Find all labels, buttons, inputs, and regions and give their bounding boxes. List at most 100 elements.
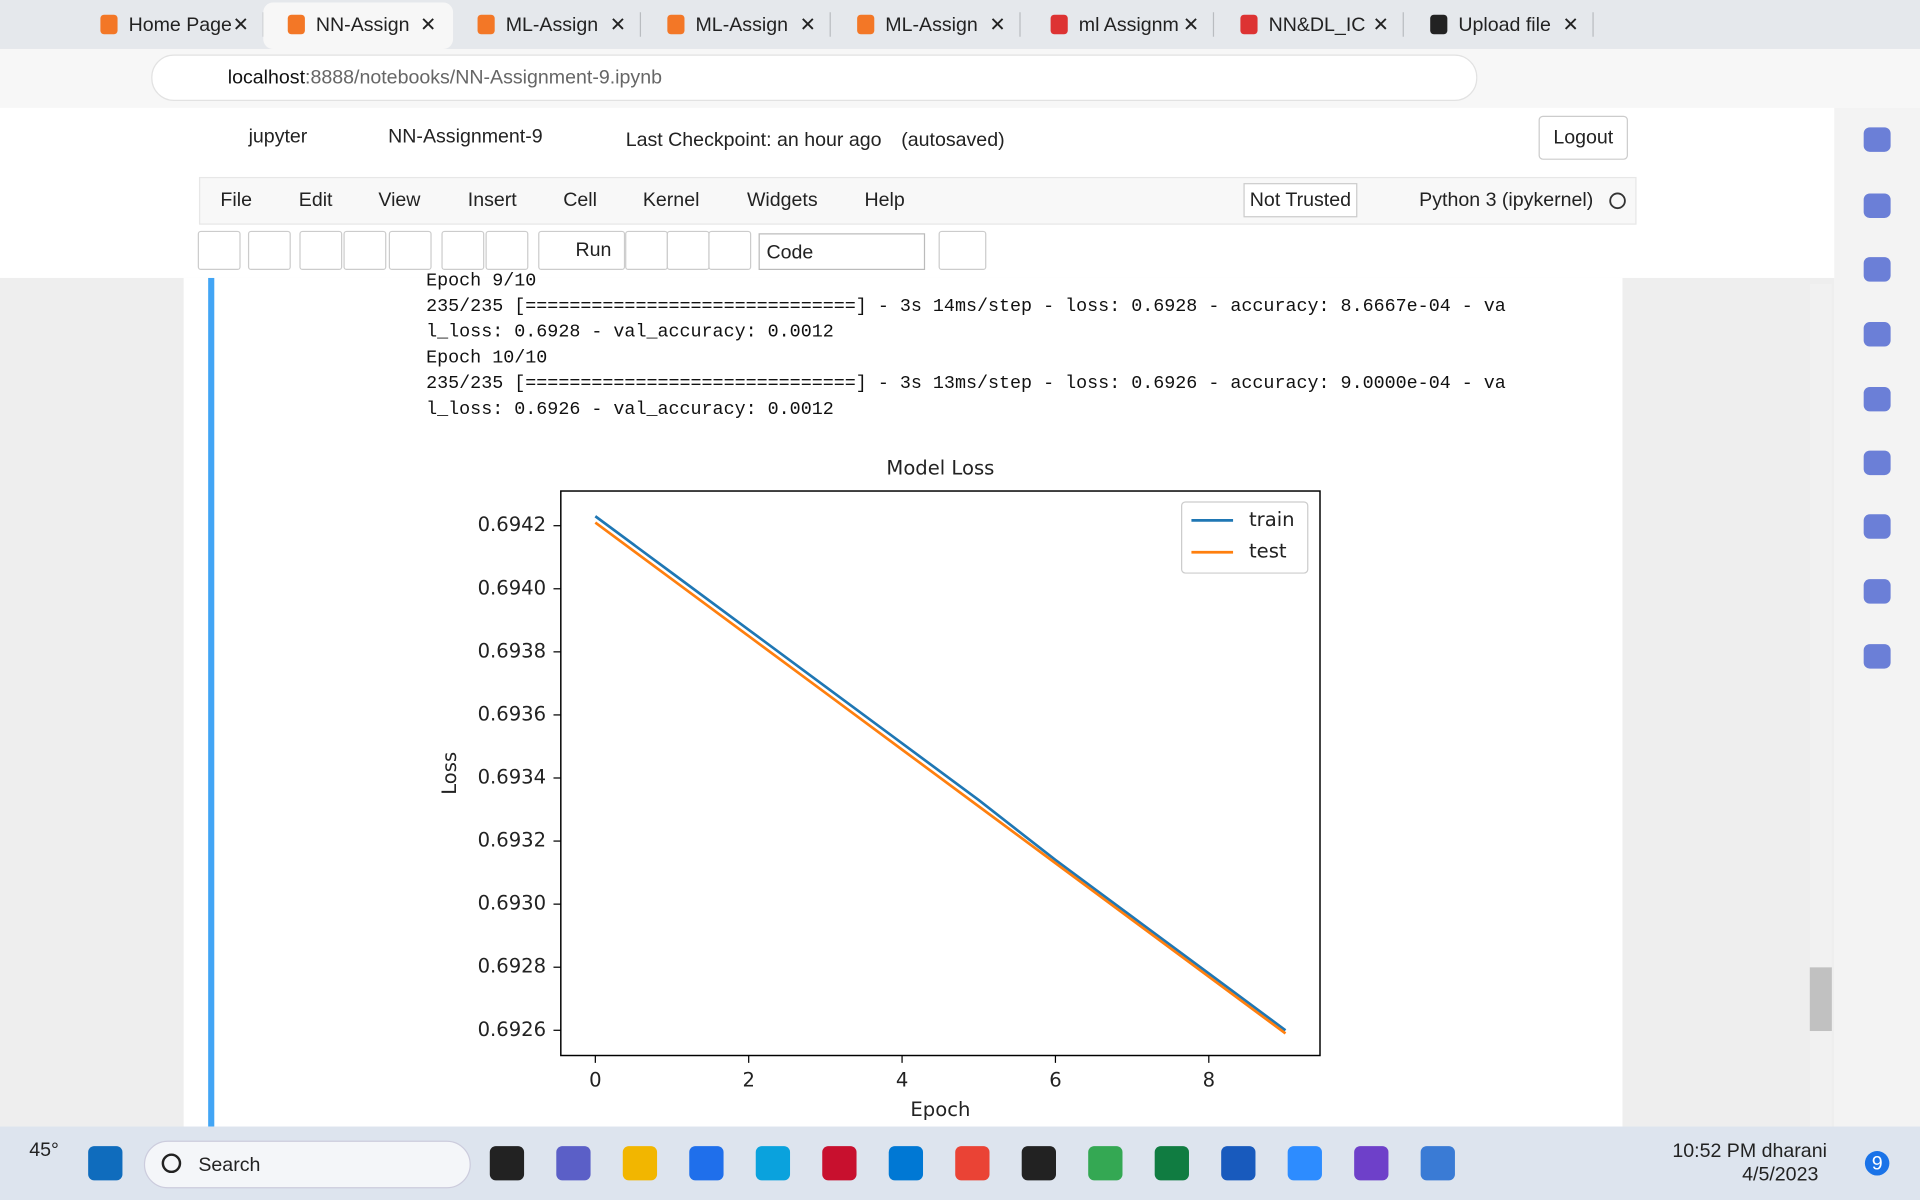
tab-title[interactable]: Upload file [1458, 14, 1551, 36]
taskbar-app[interactable] [755, 1146, 791, 1181]
run-label[interactable]: Run [576, 239, 612, 261]
tab-title[interactable]: NN&DL_IC [1269, 14, 1366, 36]
time: 10:52 PM [1672, 1140, 1756, 1162]
scroll-thumb[interactable] [1809, 967, 1832, 1032]
toolbar-button[interactable] [666, 230, 710, 270]
toolbar-button[interactable] [441, 230, 485, 270]
taskbar-app[interactable] [1354, 1146, 1389, 1181]
tab-title[interactable]: ml Assignm [1079, 14, 1179, 36]
tab-icon [287, 14, 305, 35]
x-tick-label: 4 [896, 1069, 908, 1092]
output-line: Epoch 9/10 [426, 270, 536, 291]
x-tick-label: 8 [1203, 1069, 1215, 1092]
toolbar-button[interactable] [708, 230, 752, 270]
url-path: :8888/notebooks/NN-Assignment-9.ipynb [305, 67, 662, 89]
x-tick-label: 0 [589, 1069, 601, 1092]
autosave: (autosaved) [901, 129, 1004, 151]
trusted-badge[interactable] [1243, 183, 1358, 218]
sidebar-icon[interactable] [1863, 322, 1891, 347]
taskbar-app[interactable] [1287, 1146, 1322, 1181]
url: localhost:8888/notebooks/NN-Assignment-9… [228, 67, 662, 89]
toolbar-button[interactable] [299, 230, 343, 270]
menu-item[interactable]: File [220, 189, 252, 211]
y-tick-label: 0.6926 [478, 1018, 547, 1041]
tab-icon [1050, 14, 1068, 35]
toolbar-button[interactable] [197, 230, 241, 270]
sidebar-icon[interactable] [1863, 193, 1891, 218]
tab-title[interactable]: ML-Assign [506, 14, 598, 36]
menu-item[interactable]: Widgets [747, 189, 818, 211]
sidebar-icon[interactable] [1863, 579, 1891, 604]
tab-close: ✕ [1562, 14, 1578, 36]
toolbar-button[interactable] [388, 230, 432, 270]
tab-close: ✕ [610, 14, 626, 36]
sidebar-icon[interactable] [1863, 127, 1891, 152]
menu-item[interactable]: View [378, 189, 421, 211]
toolbar-button[interactable] [485, 230, 529, 270]
taskbar-app[interactable] [1088, 1146, 1123, 1181]
menu-item[interactable]: Kernel [643, 189, 700, 211]
url-host: localhost [228, 67, 306, 89]
y-tick-label: 0.6928 [478, 955, 547, 978]
menu-item[interactable]: Help [864, 189, 904, 211]
active-tab [263, 2, 454, 49]
taskbar-app[interactable] [622, 1146, 658, 1181]
tab-title[interactable]: ML-Assign [696, 14, 788, 36]
output-line: l_loss: 0.6926 - val_accuracy: 0.0012 [426, 399, 834, 420]
logout-label: Logout [1553, 127, 1613, 149]
user: dharani [1762, 1140, 1827, 1162]
toolbar-button[interactable] [343, 230, 387, 270]
menu-item[interactable]: Edit [299, 189, 333, 211]
sidebar-icon[interactable] [1863, 514, 1891, 539]
output-line: l_loss: 0.6928 - val_accuracy: 0.0012 [426, 322, 834, 343]
output-line: 235/235 [==============================]… [426, 296, 1506, 317]
taskbar-app[interactable] [1021, 1146, 1056, 1181]
sidebar-icon[interactable] [1863, 257, 1891, 282]
clock: 10:52 PM dharani [1672, 1140, 1827, 1162]
toolbar-button[interactable] [938, 230, 987, 270]
toolbar-button[interactable] [625, 230, 668, 270]
menubar [198, 176, 1637, 225]
y-tick-label: 0.6932 [478, 829, 547, 852]
taskbar-app[interactable] [556, 1146, 591, 1181]
toolbar-button[interactable] [247, 230, 291, 270]
address-bar[interactable] [151, 54, 1478, 102]
jupyter-logo[interactable]: jupyter [248, 125, 308, 147]
checkpoint: Last Checkpoint: an hour ago [626, 129, 882, 151]
sidebar-icon[interactable] [1863, 386, 1891, 412]
taskbar-app[interactable] [1420, 1146, 1455, 1181]
sidebar-icon[interactable] [1863, 644, 1891, 669]
cell-type-select[interactable] [758, 233, 926, 270]
taskbar-app[interactable] [689, 1146, 724, 1181]
sidebar-icon[interactable] [1863, 450, 1891, 476]
line-series [594, 515, 1287, 1032]
toolbar-button[interactable] [538, 230, 626, 270]
taskbar-app[interactable] [88, 1146, 123, 1181]
tab-title[interactable]: NN-Assign [316, 14, 410, 36]
taskbar-app[interactable] [888, 1146, 924, 1181]
tab-title[interactable]: ML-Assign [885, 14, 977, 36]
menu-item[interactable]: Insert [468, 189, 518, 211]
taskbar-app[interactable] [955, 1146, 990, 1181]
taskbar-search[interactable] [143, 1140, 471, 1189]
y-tick-label: 0.6934 [478, 765, 547, 788]
tab-title[interactable]: Home Page [129, 14, 232, 36]
plot-frame [560, 490, 1321, 1057]
menu-item[interactable]: Cell [563, 189, 597, 211]
y-axis-label: Loss [438, 752, 461, 795]
tab-icon [100, 14, 118, 35]
tab-icon [477, 14, 495, 35]
weather: 45° [29, 1139, 59, 1161]
taskbar-app[interactable] [1154, 1146, 1189, 1181]
logout-button[interactable] [1538, 115, 1628, 160]
output-line: Epoch 10/10 [426, 347, 547, 368]
kernel-status [1609, 192, 1626, 210]
kernel-name: Python 3 (ipykernel) [1419, 189, 1593, 211]
notification-badge[interactable] [1864, 1151, 1890, 1176]
y-tick-label: 0.6936 [478, 702, 547, 725]
taskbar-app[interactable] [822, 1146, 857, 1181]
notebook-name[interactable]: NN-Assignment-9 [388, 125, 543, 147]
taskbar-app[interactable] [1221, 1146, 1256, 1181]
taskbar-app[interactable] [489, 1146, 525, 1181]
